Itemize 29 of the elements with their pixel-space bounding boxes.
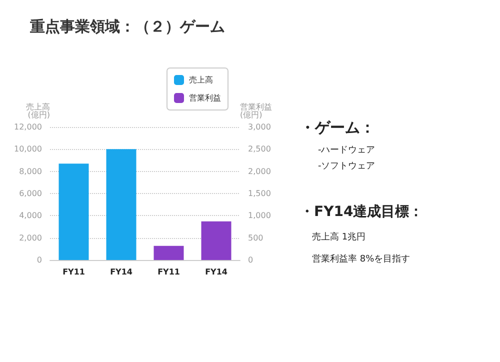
- text: 営業利益率 8%を目指す: [312, 254, 410, 264]
- legend-label: 売上高: [189, 76, 213, 84]
- y-tick-label: 0: [36, 256, 42, 264]
- x-tick-label: FY14: [205, 268, 228, 276]
- text: -ハードウェア: [318, 146, 376, 156]
- y2-tick-label: 3,000: [248, 122, 271, 132]
- text: -ソフトウェア: [318, 162, 376, 172]
- y-tick-label: 10,000: [14, 144, 42, 154]
- y-tick-label: 2,000: [19, 233, 42, 242]
- chart-title: 重点事業領域：（２）ゲーム: [29, 18, 225, 36]
- y-tick-label: 6,000: [19, 189, 42, 198]
- y2-tick-label: 0: [248, 256, 254, 264]
- x-tick-label: FY11: [62, 268, 86, 276]
- y-tick-label: 4,000: [19, 211, 42, 220]
- y2-tick-label: 1,000: [248, 211, 271, 220]
- text: ・FY14達成目標：: [300, 204, 424, 220]
- y2-tick-label: 2,000: [248, 166, 271, 176]
- legend-label: 営業利益: [189, 94, 221, 102]
- y2-axis-title: 営業利益 (億円): [240, 102, 272, 120]
- text: 売上高 1兆円: [312, 232, 366, 242]
- y2-tick-label: 1,500: [248, 189, 271, 198]
- y2-tick-label: 500: [248, 233, 264, 242]
- x-tick-label: FY11: [158, 268, 180, 276]
- x-tick-label: FY14: [110, 268, 133, 276]
- y-axis-title: 売上高 (億円): [26, 102, 50, 120]
- text: ・ゲーム：: [300, 118, 375, 136]
- y-tick-label: 8,000: [19, 166, 42, 176]
- y2-tick-label: 2,500: [248, 144, 271, 154]
- y-tick-label: 12,000: [14, 122, 42, 132]
